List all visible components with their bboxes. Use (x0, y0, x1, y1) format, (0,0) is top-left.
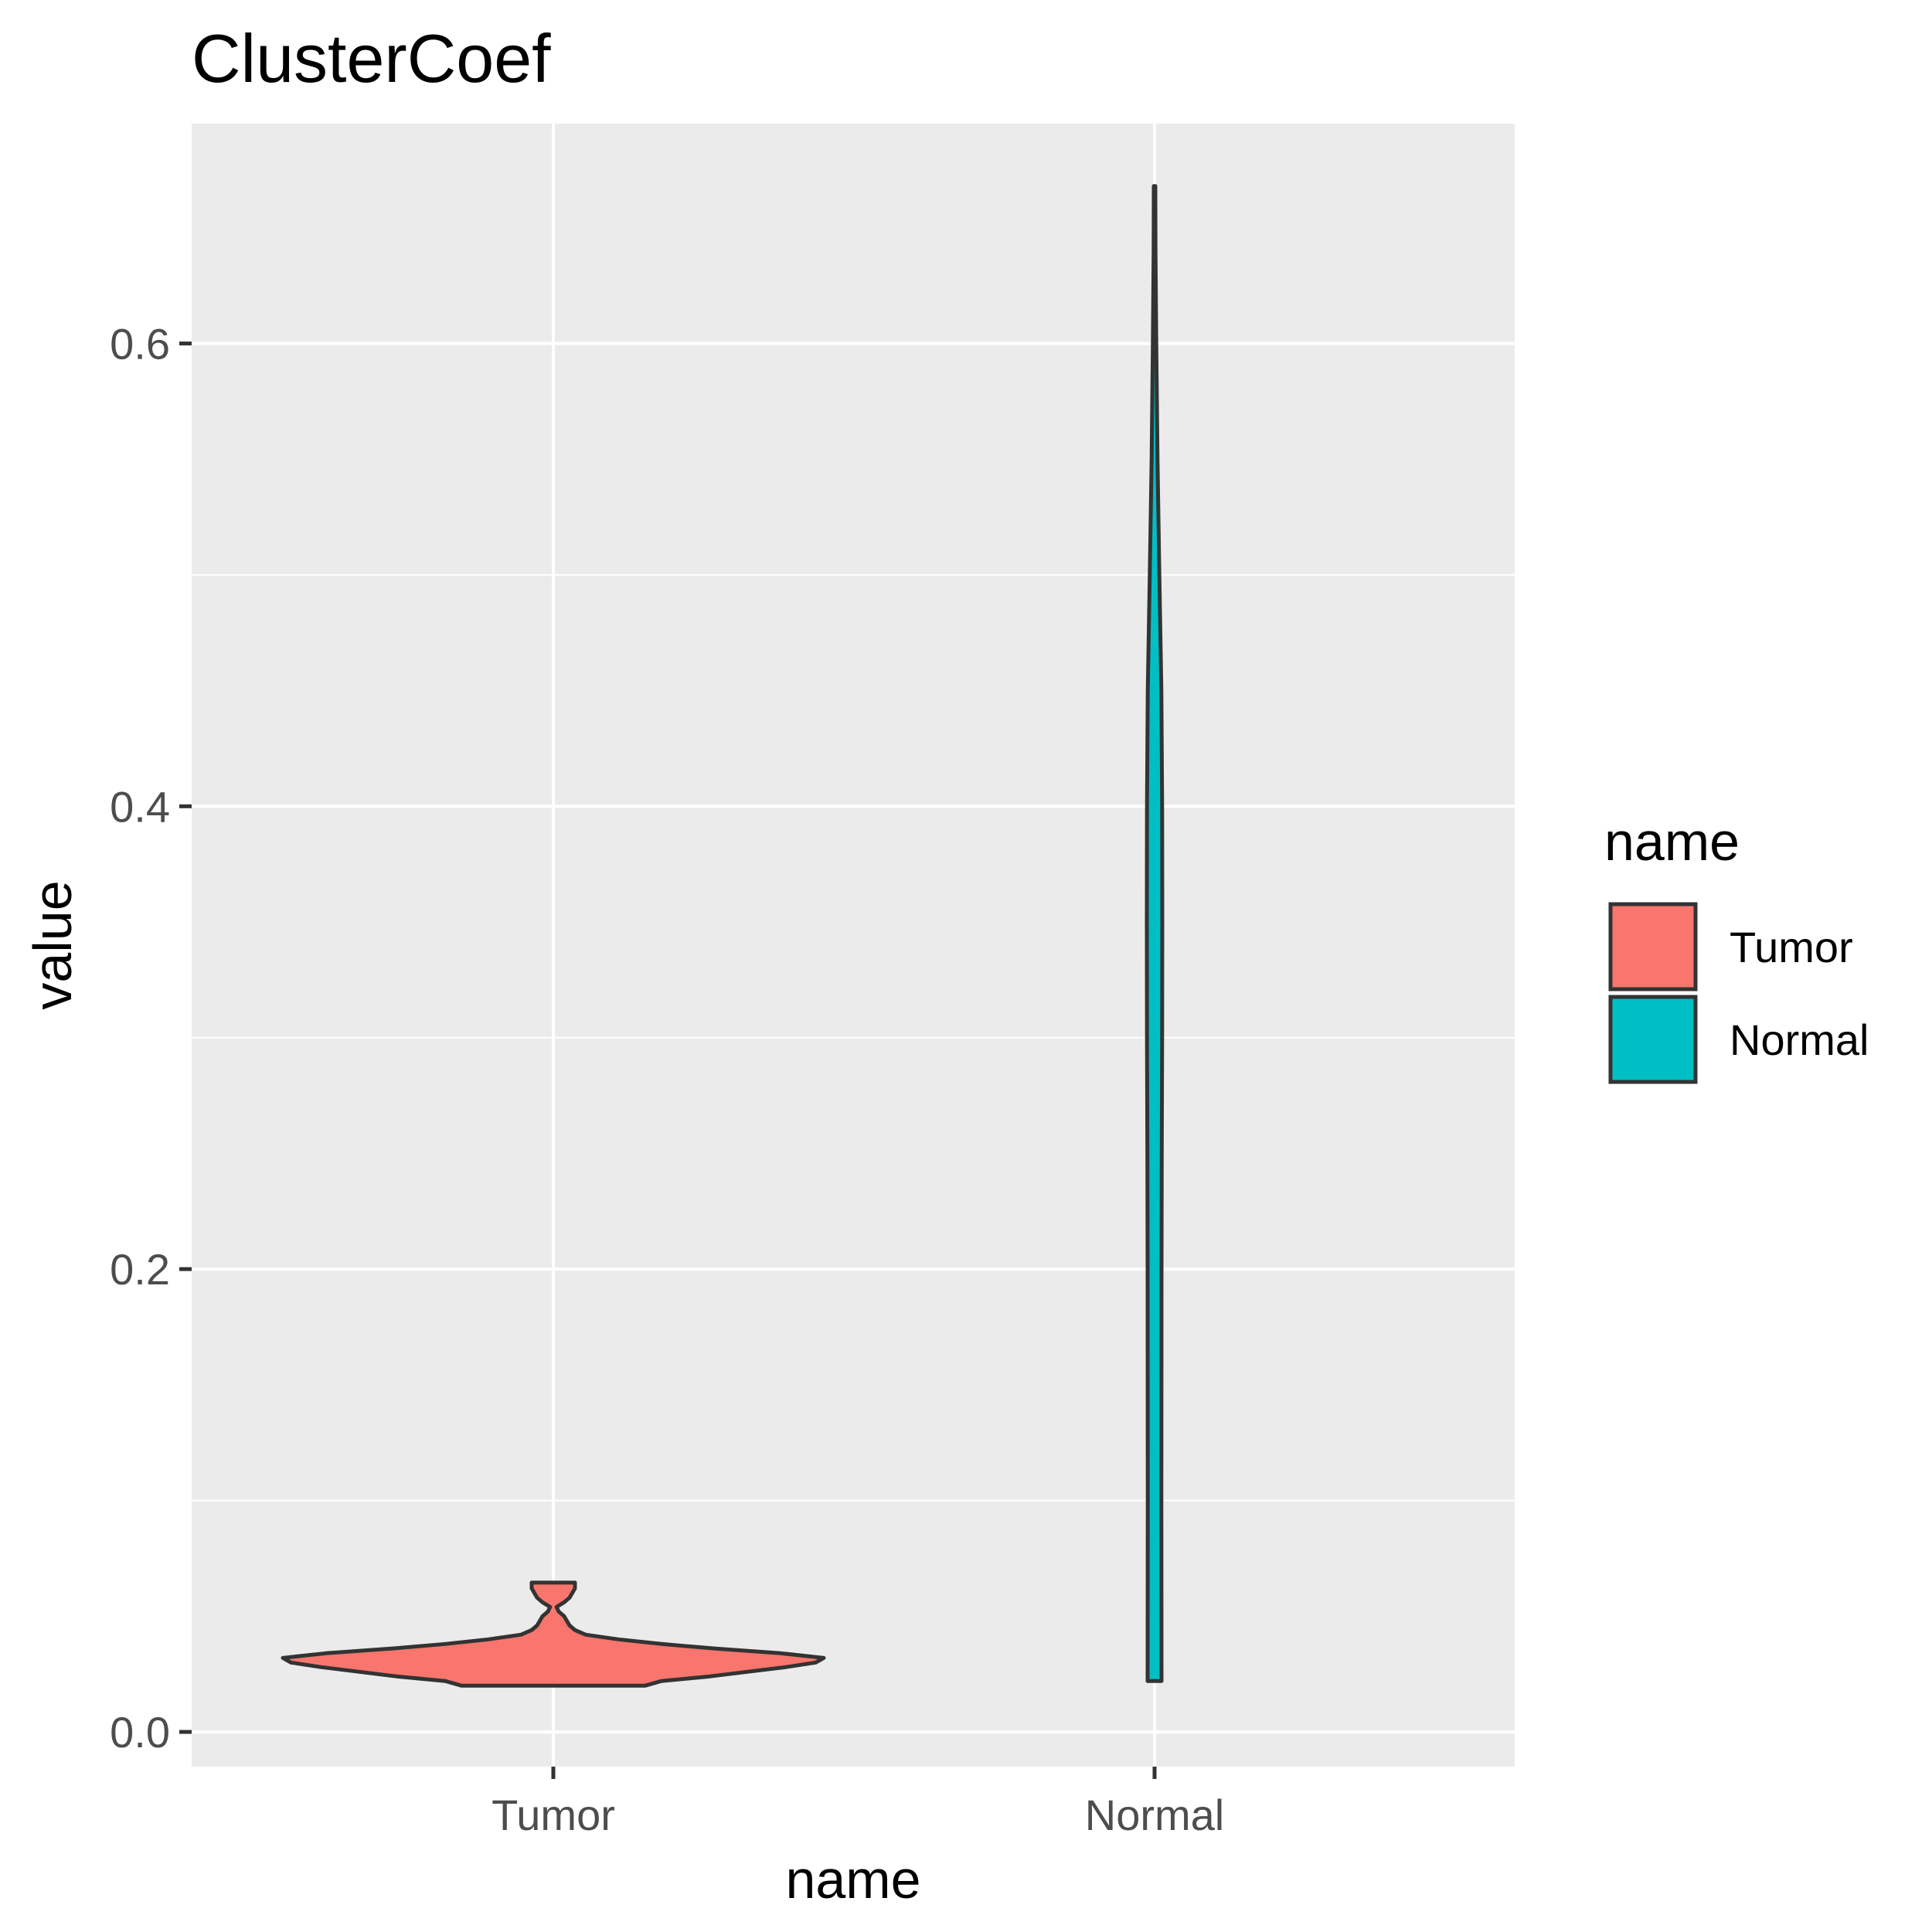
x-axis: Tumor Normal (492, 1767, 1224, 1839)
legend-title: name (1604, 811, 1740, 872)
legend-label: Normal (1730, 1015, 1869, 1064)
y-tick-label: 0.4 (110, 782, 170, 831)
legend-key-normal (1608, 995, 1698, 1084)
y-axis-title: value (22, 880, 83, 1009)
x-tick-label: Normal (1085, 1791, 1224, 1839)
violin-normal (1145, 184, 1165, 1683)
y-tick-label: 0.6 (110, 319, 170, 368)
chart-title: ClusterCoef (192, 20, 551, 97)
x-tick-label: Tumor (492, 1791, 615, 1839)
legend: name Tumor Normal (1604, 811, 1869, 1084)
plot-panel (192, 124, 1515, 1767)
legend-key-tumor (1608, 902, 1698, 992)
violin-tumor (281, 1580, 826, 1688)
x-axis-title: name (785, 1849, 920, 1910)
y-axis: 0.0 0.2 0.4 0.6 (110, 319, 192, 1757)
minor-gridlines (192, 573, 1515, 1502)
y-tick-label: 0.0 (110, 1708, 170, 1757)
violins (281, 184, 1165, 1688)
legend-label: Tumor (1730, 923, 1853, 971)
y-tick-label: 0.2 (110, 1245, 170, 1294)
